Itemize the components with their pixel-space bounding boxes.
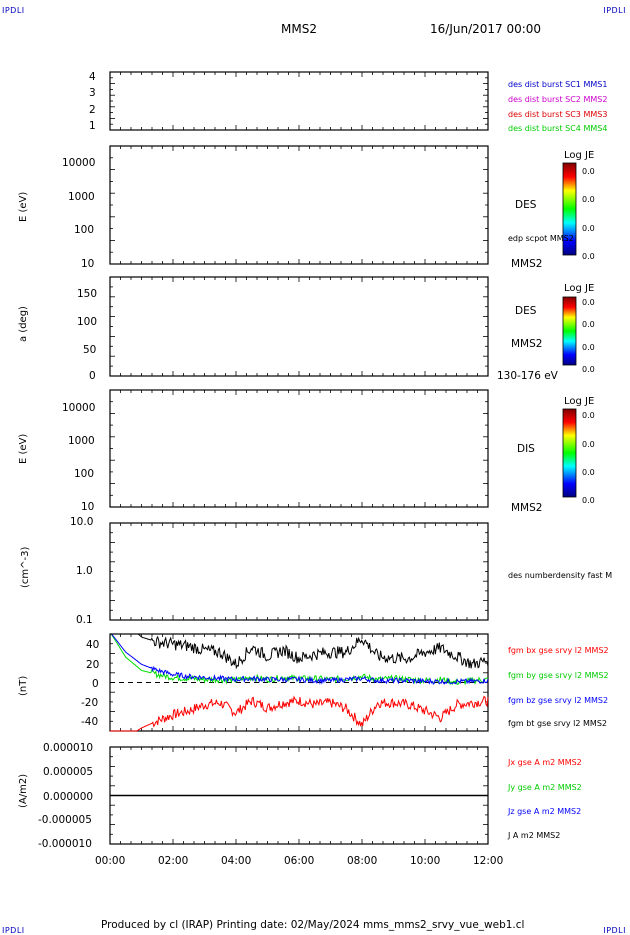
corner-mark-top-right: IPDLI — [603, 6, 626, 15]
corner-mark-top-left: IPDLI — [2, 6, 25, 15]
p5-ytick: 0.1 — [76, 614, 93, 626]
p3-energy-range: 130-176 eV — [497, 370, 558, 382]
p2-ylabel: E (eV) — [18, 191, 29, 222]
p7-label-jz: Jz gse A m2 MMS2 — [508, 807, 582, 816]
p2-sublabel: edp scpot MMS2 — [508, 234, 574, 243]
p6-label-by: fgm by gse srvy l2 MMS2 — [508, 671, 609, 680]
p5-label: des numberdensity fast M — [508, 571, 613, 580]
footer-text: Produced by cl (IRAP) Printing date: 02/… — [101, 919, 525, 931]
spacecraft-title: MMS2 — [281, 22, 317, 36]
p7-ytick: -0.000010 — [38, 838, 92, 850]
p2-cbar-title: Log JE — [564, 150, 595, 161]
p6-ytick: -20 — [81, 697, 99, 709]
p6-ytick: 20 — [86, 659, 100, 671]
p6-label-bt: fgm bt gse srvy l2 MMS2 — [508, 719, 607, 728]
p6-ytick: 40 — [86, 639, 100, 651]
p2-cbar-tick: 0.0 — [582, 252, 595, 261]
p3-cbar-tick: 0.0 — [582, 320, 595, 329]
p2-ytick: 1000 — [68, 191, 95, 203]
p3-spacecraft: MMS2 — [511, 338, 543, 350]
p4-cbar-tick: 0.0 — [582, 468, 595, 477]
p6-label-bz: fgm bz gse srvy l2 MMS2 — [508, 696, 609, 705]
p3-cbar-tick: 0.0 — [582, 298, 595, 307]
colorbar-1 — [562, 162, 577, 256]
p1-legend-mms3: des dist burst SC3 MMS3 — [508, 110, 608, 119]
p3-ytick: 100 — [77, 316, 98, 328]
series-line-bz — [110, 633, 489, 685]
series-line-bx — [110, 695, 489, 732]
p4-instrument: DIS — [517, 443, 535, 455]
p4-cbar-tick: 0.0 — [582, 496, 595, 505]
p7-ytick: 0.000005 — [43, 766, 94, 778]
p7-label-j: J A m2 MMS2 — [508, 831, 561, 840]
colorbar-2 — [562, 296, 577, 366]
colorbar-3 — [562, 408, 577, 498]
p2-ytick: 10 — [81, 258, 95, 270]
p2-spacecraft: MMS2 — [511, 258, 543, 270]
p1-ytick: 3 — [89, 87, 96, 99]
p7-ytick: 0.000010 — [43, 742, 94, 754]
corner-mark-bottom-right: IPDLI — [603, 926, 626, 935]
p4-ytick: 1000 — [68, 435, 95, 447]
p3-frame — [109, 276, 489, 377]
p4-ytick: 10 — [81, 501, 95, 513]
p4-ytick: 100 — [74, 468, 95, 480]
p3-cbar-title: Log JE — [564, 283, 595, 294]
x-tick-label: 12:00 — [473, 855, 504, 867]
p2-cbar-tick: 0.0 — [582, 167, 595, 176]
x-tick-label: 08:00 — [347, 855, 378, 867]
p4-cbar-tick: 0.0 — [582, 440, 595, 449]
series-line-bt — [110, 633, 489, 670]
p2-frame — [109, 145, 489, 265]
p1-frame — [109, 71, 489, 131]
p5-ytick: 1.0 — [76, 565, 93, 577]
p1-ytick: 2 — [89, 104, 96, 116]
p6-label-bx: fgm bx gse srvy l2 MMS2 — [508, 646, 609, 655]
p7-ytick: 0.000000 — [43, 791, 94, 803]
p4-cbar-tick: 0.0 — [582, 411, 595, 420]
p4-ylabel: E (eV) — [18, 433, 29, 464]
p4-cbar-title: Log JE — [564, 396, 595, 407]
p7-label-jy: Jy gse A m2 MMS2 — [508, 783, 582, 792]
x-tick-label: 10:00 — [410, 855, 441, 867]
p6-ytick: 0 — [92, 678, 99, 690]
p3-ytick: 150 — [77, 288, 98, 300]
p2-instrument: DES — [515, 199, 537, 211]
p2-cbar-tick: 0.0 — [582, 195, 595, 204]
p1-legend-mms4: des dist burst SC4 MMS4 — [508, 124, 608, 133]
p5-ylabel: (cm^-3) — [20, 546, 31, 588]
p1-ytick: 1 — [89, 120, 96, 132]
p3-cbar-tick: 0.0 — [582, 343, 595, 352]
x-tick-label: 04:00 — [221, 855, 252, 867]
p1-legend-mms2: des dist burst SC2 MMS2 — [508, 95, 608, 104]
p3-ylabel: a (deg) — [18, 306, 29, 342]
p4-ytick: 10000 — [62, 402, 96, 414]
p5-frame — [109, 522, 489, 621]
p7-ytick: -0.000005 — [38, 814, 92, 826]
p3-cbar-tick: 0.0 — [582, 365, 595, 374]
x-tick-label: 00:00 — [95, 855, 126, 867]
p7-label-jx: Jx gse A m2 MMS2 — [508, 758, 582, 767]
p3-instrument: DES — [515, 305, 537, 317]
x-tick-label: 02:00 — [158, 855, 189, 867]
p5-ytick: 10.0 — [70, 516, 94, 528]
p6-ylabel: (nT) — [18, 675, 29, 696]
x-tick-label: 06:00 — [284, 855, 315, 867]
p7-ylabel: (A/m2) — [18, 773, 29, 808]
p4-frame — [109, 389, 489, 508]
p1-legend-mms1: des dist burst SC1 MMS1 — [508, 80, 608, 89]
p3-ytick: 50 — [83, 344, 97, 356]
p4-spacecraft: MMS2 — [511, 502, 543, 514]
p3-ytick: 0 — [89, 370, 96, 382]
p2-cbar-tick: 0.0 — [582, 224, 595, 233]
p6-ytick: -40 — [81, 716, 99, 728]
p2-ytick: 10000 — [62, 157, 96, 169]
p1-ytick: 4 — [89, 71, 96, 83]
datetime-title: 16/Jun/2017 00:00 — [430, 22, 542, 36]
p2-ytick: 100 — [74, 224, 95, 236]
corner-mark-bottom-left: IPDLI — [2, 926, 25, 935]
